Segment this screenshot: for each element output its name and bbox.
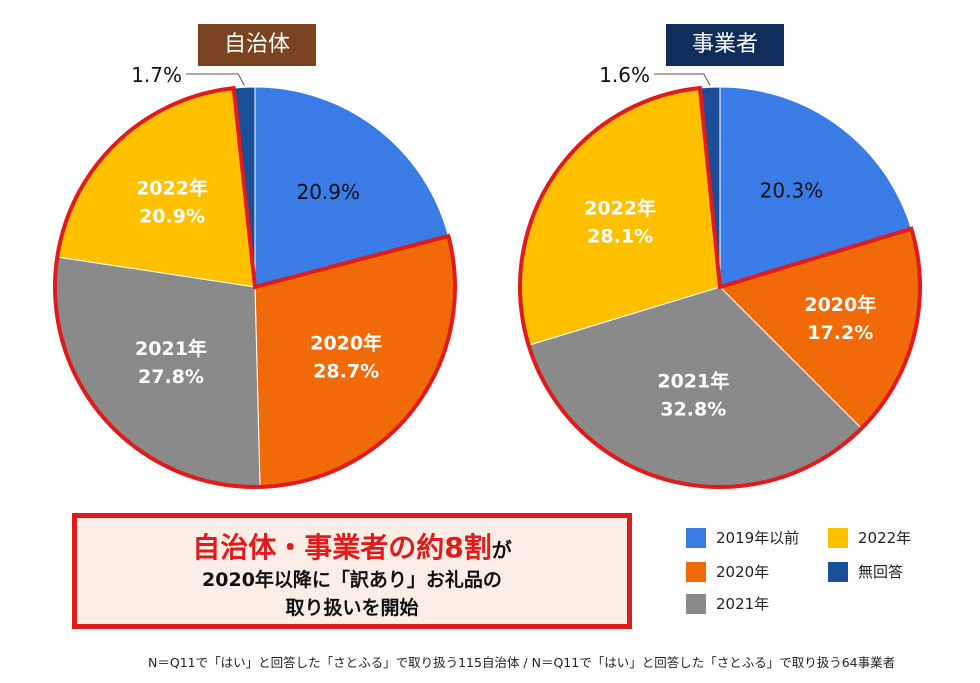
legend-swatch-2019 [686,528,706,548]
legend-item-none: 無回答 [828,562,903,582]
year-label-municipality-2021: 2021年 [135,337,207,360]
callout-highlight-text: 自治体・事業者の約8割 [192,531,492,564]
pie-group-business: 20.3% 2020年 17.2% 2021年 32.8% 2022年 28.1% 1.6% [518,63,922,489]
legend-item-2022: 2022年 [828,528,911,548]
leader-line-municipality-none [186,73,245,86]
pie-slice-business-2019 [719,86,912,288]
chart-title-business: 事業者 [666,24,784,66]
legend-swatch-none [828,562,848,582]
data-label-municipality-2020: 28.7% [313,360,379,382]
callout-line-3: 取り扱いを開始 [285,597,419,619]
data-label-business-2022: 28.1% [587,225,653,247]
year-label-municipality-2020: 2020年 [310,331,382,354]
summary-callout: 自治体・事業者の約8割が 2020年以降に「訳あり」お礼品の 取り扱いを開始 [72,513,632,629]
legend-label-2022: 2022年 [858,529,912,547]
legend: 2019年以前 2022年 2020年 無回答 2021年 [686,526,956,616]
legend-label-2021: 2021年 [716,595,770,613]
pie-slice-municipality-2019 [254,86,450,288]
data-label-business-2021: 32.8% [660,399,726,421]
legend-item-2019: 2019年以前 [686,528,799,548]
legend-item-2021: 2021年 [686,594,769,614]
footnote: N＝Q11で「はい」と回答した「さとふる」で取り扱う115自治体 / N＝Q11… [148,655,896,670]
callout-line-2: 2020年以降に「訳あり」お礼品の [202,569,502,591]
highlight-outline-municipality [52,85,457,489]
callout-line-1: 自治体・事業者の約8割が [77,532,627,566]
legend-label-2020: 2020年 [716,563,770,581]
legend-label-2019: 2019年以前 [716,529,800,547]
leader-line-business-none [654,73,711,86]
data-label-business-2019: 20.3% [760,179,824,203]
data-label-municipality-none: 1.7% [131,63,182,87]
legend-label-none: 無回答 [858,563,904,581]
data-label-business-2020: 17.2% [807,322,873,344]
data-label-business-none: 1.6% [599,63,650,87]
year-label-business-2021: 2021年 [657,370,729,393]
chart-title-municipality: 自治体 [198,24,316,66]
legend-swatch-2020 [686,562,706,582]
legend-swatch-2021 [686,594,706,614]
data-label-municipality-2022: 20.9% [139,205,205,227]
data-label-municipality-2021: 27.8% [138,366,204,388]
year-label-business-2020: 2020年 [804,293,876,316]
year-label-municipality-2022: 2022年 [136,176,208,199]
year-label-business-2022: 2022年 [584,196,656,219]
legend-swatch-2022 [828,528,848,548]
legend-item-2020: 2020年 [686,562,769,582]
pie-group-municipality: 20.9% 2020年 28.7% 2021年 27.8% 2022年 20.9% 1.7% [52,63,457,489]
data-label-municipality-2019: 20.9% [296,180,360,204]
callout-particle: が [491,538,512,562]
highlight-outline-business [518,85,922,489]
